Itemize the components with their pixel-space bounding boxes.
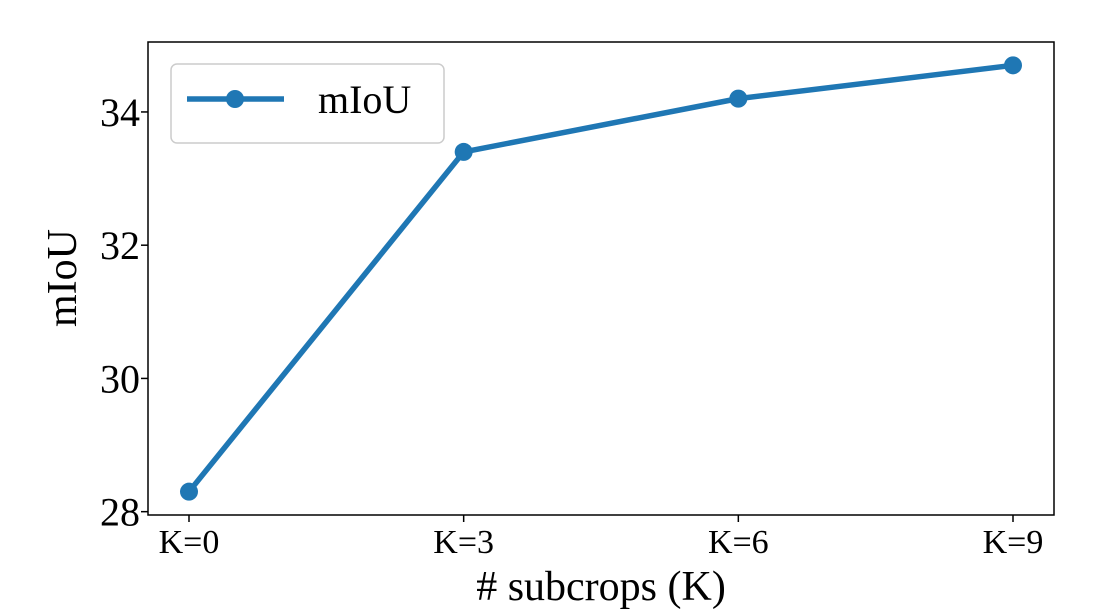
y-tick-label: 34	[100, 90, 140, 135]
data-point-marker	[1004, 56, 1022, 75]
series-line	[186, 62, 1016, 495]
legend: mIoU	[170, 63, 445, 144]
series-layer	[180, 56, 1022, 501]
legend-marker-swatch	[226, 90, 244, 108]
x-tick-label: K=6	[708, 524, 769, 561]
y-tick-label: 32	[100, 223, 140, 268]
legend-entry-label: mIoU	[318, 77, 411, 122]
y-axis-label: mIoU	[40, 229, 86, 327]
data-point-marker	[729, 89, 748, 108]
x-tick-label: K=0	[159, 524, 220, 561]
data-point-marker	[454, 142, 473, 161]
x-axis-label: # subcrops (K)	[476, 564, 726, 610]
x-tick-label: K=3	[433, 524, 494, 561]
data-point-marker	[180, 482, 198, 501]
plot-frame	[147, 41, 1055, 516]
legend-box	[170, 63, 445, 144]
x-axis: K=0 K=3 K=6 K=9	[159, 515, 1044, 561]
y-axis: 28 30 32 34	[100, 90, 148, 535]
y-tick-label: 28	[100, 490, 140, 535]
x-tick-label: K=9	[983, 524, 1044, 561]
y-tick-label: 30	[100, 356, 140, 401]
